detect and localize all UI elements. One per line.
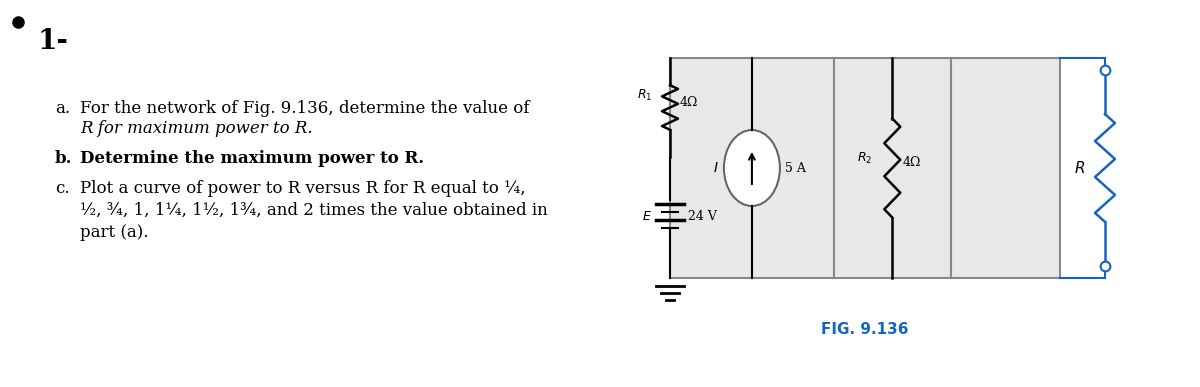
Text: 4Ω: 4Ω	[680, 96, 698, 109]
Bar	[670, 58, 1060, 278]
Text: $E$: $E$	[642, 210, 652, 223]
Text: Determine the maximum power to R.: Determine the maximum power to R.	[80, 150, 424, 167]
Text: FIG. 9.136: FIG. 9.136	[821, 322, 908, 337]
Text: 5 A: 5 A	[785, 161, 805, 175]
Text: ½, ¾, 1, 1¼, 1½, 1¾, and 2 times the value obtained in: ½, ¾, 1, 1¼, 1½, 1¾, and 2 times the val…	[80, 202, 547, 219]
Text: 24 V: 24 V	[688, 210, 716, 223]
Text: For the network of Fig. 9.136, determine the value of: For the network of Fig. 9.136, determine…	[80, 100, 529, 117]
Text: Plot a curve of power to R versus R for R equal to ¼,: Plot a curve of power to R versus R for …	[80, 180, 526, 197]
Text: $R_2$: $R_2$	[857, 151, 872, 166]
Text: c.: c.	[55, 180, 70, 197]
Text: $I$: $I$	[713, 161, 719, 175]
Text: $R_1$: $R_1$	[636, 88, 652, 103]
Text: a.: a.	[55, 100, 70, 117]
Text: b.: b.	[55, 150, 72, 167]
Text: R for maximum power to R.: R for maximum power to R.	[80, 120, 313, 137]
Text: part (a).: part (a).	[80, 224, 149, 241]
Ellipse shape	[724, 130, 780, 206]
Text: $R$: $R$	[1074, 160, 1085, 176]
Text: 4Ω: 4Ω	[902, 156, 920, 170]
Text: 1-: 1-	[38, 28, 68, 55]
